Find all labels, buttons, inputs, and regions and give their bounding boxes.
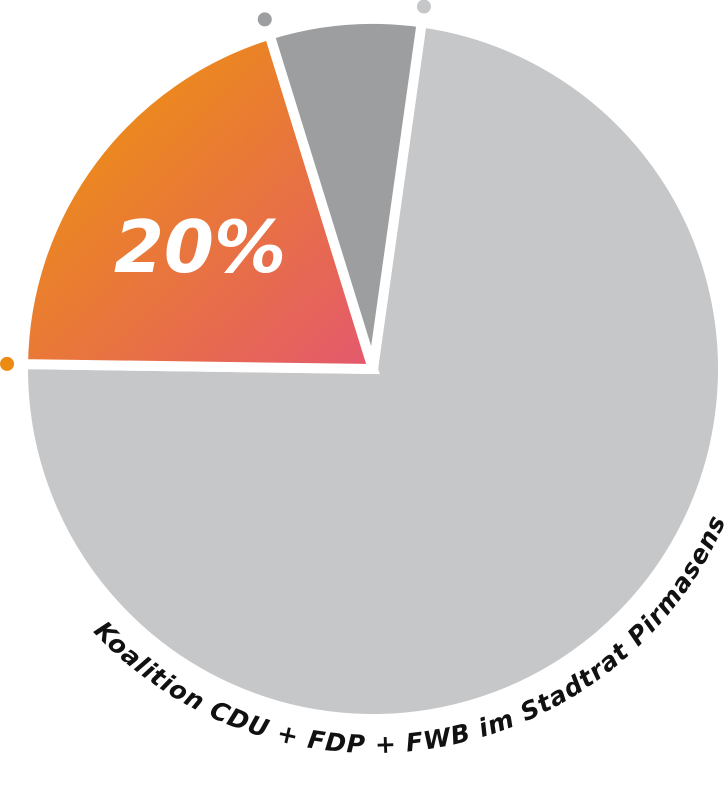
- slice-value-label: 20%: [114, 205, 286, 289]
- slice-marker-1: [0, 356, 15, 371]
- slice-marker-2: [257, 12, 272, 27]
- pie-slice-2: [263, 14, 428, 371]
- slice-marker-0: [416, 0, 431, 14]
- pie-slices: [17, 14, 728, 724]
- slice-markers: [0, 0, 431, 371]
- pie-slice-1: [17, 28, 380, 375]
